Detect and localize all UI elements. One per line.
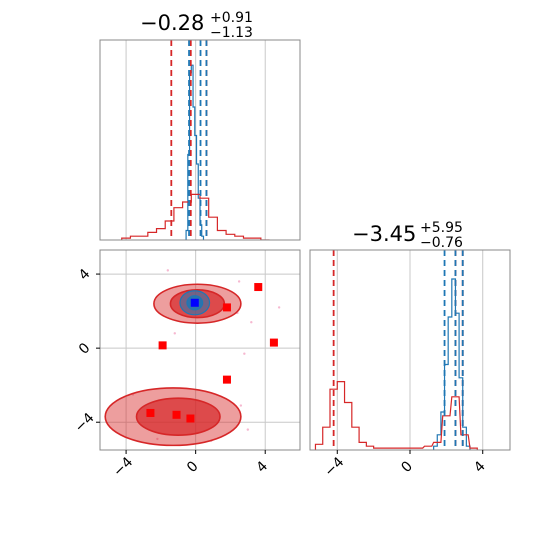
bottom-right-title-upper: +5.95 [420,220,463,236]
top-left-title-upper: +0.91 [210,10,253,26]
x-tick-label: 4 [471,458,489,476]
x-tick-label: −4 [110,454,136,480]
bottom-right-x-ticks: −4 0 4 [321,450,489,480]
sample-point [173,332,176,335]
red-square-marker [158,341,167,350]
top-left-panel: −0.28 +0.91 −1.13 [99,10,301,241]
x-tick-label: 4 [254,458,272,476]
bottom-left-panel: −4 0 4 −4 0 4 [72,249,301,480]
blue-square-marker [190,298,199,307]
bottom-left-x-ticks: −4 0 4 [110,450,271,480]
sample-point [237,280,241,283]
sample-point [243,352,246,355]
top-left-grid [125,40,266,240]
blue-histogram-step [433,278,471,450]
bottom-left-contours [104,269,281,447]
red-histogram-step [314,381,478,450]
bottom-right-histograms [314,250,478,450]
y-tick-label: 0 [76,340,94,358]
red-square-marker [269,338,278,347]
bottom-right-grid [336,250,484,450]
sample-point [156,437,159,441]
sample-point [246,428,250,431]
top-left-title-lower: −1.13 [210,25,253,41]
sample-point [166,269,170,272]
bottom-right-panel: −4 0 4 −3.45 +5.95 −0.76 [309,220,511,480]
bottom-right-title-value: −3.45 [352,222,416,246]
y-tick-label: −4 [72,410,98,436]
red-square-marker [222,303,231,312]
bottom-right-title-lower: −0.76 [420,235,463,251]
top-left-title-value: −0.28 [140,11,204,35]
bottom-left-frame [99,249,301,451]
red-square-marker [222,375,231,384]
sample-point [250,321,253,324]
sample-point [277,306,281,309]
sample-point [239,404,243,407]
red-square-marker [172,410,181,419]
red-square-marker [186,414,195,423]
x-tick-label: −4 [321,454,347,480]
top-left-histograms [121,40,270,240]
red-square-marker [254,283,263,292]
y-tick-label: 4 [76,266,94,284]
x-tick-label: 0 [184,458,202,476]
red-square-marker [146,408,155,417]
bottom-left-y-ticks: −4 0 4 [72,266,100,436]
x-tick-label: 0 [398,458,416,476]
top-left-frame [99,39,301,241]
